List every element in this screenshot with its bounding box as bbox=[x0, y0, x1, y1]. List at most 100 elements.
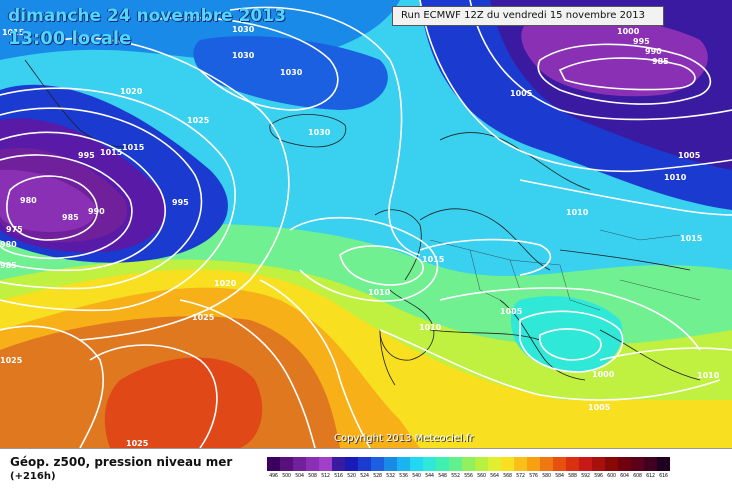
pressure-label: 995 bbox=[633, 37, 650, 46]
pressure-label: 1015 bbox=[100, 148, 123, 157]
legend-subcaption: (+216h) bbox=[10, 471, 56, 482]
pressure-label: 1025 bbox=[126, 439, 149, 448]
pressure-label: 1030 bbox=[232, 25, 255, 34]
colorbar-label: 568 bbox=[503, 473, 512, 479]
pressure-label: 990 bbox=[645, 47, 662, 56]
colorbar-label: 604 bbox=[620, 473, 629, 479]
pressure-label: 1020 bbox=[214, 279, 237, 288]
pressure-label: 1010 bbox=[566, 208, 589, 217]
pressure-label: 1015 bbox=[122, 143, 145, 152]
legend-caption: Géop. z500, pression niveau mer bbox=[10, 455, 233, 469]
colorbar-label: 552 bbox=[451, 473, 460, 479]
pressure-label: 995 bbox=[172, 198, 189, 207]
weather-map: 1015 1030 1030 1030 1020 1025 1015 1030 … bbox=[0, 0, 732, 448]
copyright: Copyright 2013 Meteociel.fr bbox=[334, 433, 474, 444]
colorbar-label: 496 bbox=[269, 473, 278, 479]
colorbar-label: 592 bbox=[581, 473, 590, 479]
colorbar-label: 508 bbox=[308, 473, 317, 479]
colorbar-cell: 532 bbox=[384, 457, 397, 479]
colorbar-label: 608 bbox=[633, 473, 642, 479]
colorbar-label: 500 bbox=[282, 473, 291, 479]
pressure-label: 980 bbox=[20, 196, 37, 205]
colorbar-cell: 528 bbox=[371, 457, 384, 479]
pressure-label: 1015 bbox=[680, 234, 703, 243]
forecast-time: 13:00 locale bbox=[8, 28, 132, 49]
forecast-date: dimanche 24 novembre 2013 bbox=[8, 6, 286, 26]
colorbar-cell: 536 bbox=[397, 457, 410, 479]
pressure-label: 1020 bbox=[120, 87, 143, 96]
colorbar-cell: 520 bbox=[345, 457, 358, 479]
colorbar-cell: 496 bbox=[267, 457, 280, 479]
pressure-label: 985 bbox=[62, 213, 79, 222]
pressure-label: 990 bbox=[88, 207, 105, 216]
pressure-label: 1010 bbox=[419, 323, 442, 332]
colorbar-cell: 584 bbox=[553, 457, 566, 479]
pressure-label: 1025 bbox=[192, 313, 215, 322]
pressure-label: 980 bbox=[0, 240, 17, 249]
colorbar-cell: 508 bbox=[306, 457, 319, 479]
colorbar-label: 584 bbox=[555, 473, 564, 479]
colorbar-label: 512 bbox=[321, 473, 330, 479]
colorbar-label: 580 bbox=[542, 473, 551, 479]
colorbar-cell: 588 bbox=[566, 457, 579, 479]
colorbar: 496 500 504 508 512 516 520 524 528 532 536 540 544 5… bbox=[267, 457, 670, 479]
colorbar-cell: 540 bbox=[410, 457, 423, 479]
pressure-label: 1015 bbox=[2, 28, 25, 37]
pressure-labels: 1015 1030 1030 1030 1020 1025 1015 1030 … bbox=[0, 25, 720, 448]
colorbar-cell: 504 bbox=[293, 457, 306, 479]
pressure-label: 1005 bbox=[678, 151, 701, 160]
pressure-label: 985 bbox=[652, 57, 669, 66]
colorbar-label: 564 bbox=[490, 473, 499, 479]
pressure-label: 1010 bbox=[664, 173, 687, 182]
colorbar-cell: 524 bbox=[358, 457, 371, 479]
colorbar-cell: 580 bbox=[540, 457, 553, 479]
colorbar-cell: 560 bbox=[475, 457, 488, 479]
colorbar-label: 548 bbox=[438, 473, 447, 479]
pressure-label: 1005 bbox=[510, 89, 533, 98]
pressure-label: 1030 bbox=[232, 51, 255, 60]
colorbar-label: 600 bbox=[607, 473, 616, 479]
colorbar-label: 528 bbox=[373, 473, 382, 479]
colorbar-cell: 604 bbox=[618, 457, 631, 479]
colorbar-cell: 592 bbox=[579, 457, 592, 479]
pressure-label: 1010 bbox=[368, 288, 391, 297]
pressure-label: 995 bbox=[78, 151, 95, 160]
colorbar-label: 596 bbox=[594, 473, 603, 479]
pressure-label: 975 bbox=[6, 225, 23, 234]
pressure-label: 1005 bbox=[588, 403, 611, 412]
colorbar-cell: 572 bbox=[514, 457, 527, 479]
colorbar-cell: 548 bbox=[436, 457, 449, 479]
colorbar-label: 536 bbox=[399, 473, 408, 479]
colorbar-label: 520 bbox=[347, 473, 356, 479]
colorbar-cell: 616 bbox=[657, 457, 670, 479]
colorbar-label: 560 bbox=[477, 473, 486, 479]
pressure-label: 1010 bbox=[697, 371, 720, 380]
colorbar-label: 612 bbox=[646, 473, 655, 479]
colorbar-label: 544 bbox=[425, 473, 434, 479]
pressure-label: 1030 bbox=[308, 128, 331, 137]
pressure-label: 1030 bbox=[280, 68, 303, 77]
pressure-label: 1015 bbox=[422, 255, 445, 264]
colorbar-label: 524 bbox=[360, 473, 369, 479]
colorbar-cell: 556 bbox=[462, 457, 475, 479]
colorbar-label: 556 bbox=[464, 473, 473, 479]
pressure-label: 1025 bbox=[187, 116, 210, 125]
colorbar-cell: 512 bbox=[319, 457, 332, 479]
pressure-label: 1025 bbox=[0, 356, 23, 365]
colorbar-label: 616 bbox=[659, 473, 668, 479]
run-info: Run ECMWF 12Z du vendredi 15 novembre 20… bbox=[392, 6, 664, 26]
colorbar-cell: 500 bbox=[280, 457, 293, 479]
colorbar-cell: 600 bbox=[605, 457, 618, 479]
colorbar-cell: 612 bbox=[644, 457, 657, 479]
colorbar-label: 576 bbox=[529, 473, 538, 479]
colorbar-cell: 596 bbox=[592, 457, 605, 479]
colorbar-label: 540 bbox=[412, 473, 421, 479]
colorbar-cell: 576 bbox=[527, 457, 540, 479]
colorbar-label: 532 bbox=[386, 473, 395, 479]
colorbar-label: 588 bbox=[568, 473, 577, 479]
pressure-label: 985 bbox=[0, 261, 17, 270]
colorbar-cell: 552 bbox=[449, 457, 462, 479]
colorbar-label: 516 bbox=[334, 473, 343, 479]
colorbar-cell: 568 bbox=[501, 457, 514, 479]
colorbar-cell: 564 bbox=[488, 457, 501, 479]
